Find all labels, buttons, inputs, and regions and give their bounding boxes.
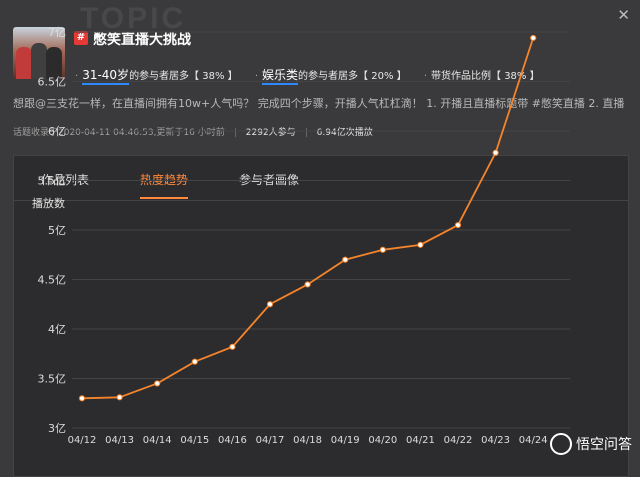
participant-stats: · 31-40岁的参与者居多【 38% 】 · 娱乐类的参与者居多【 20% 】 ·… bbox=[75, 66, 540, 85]
data-point bbox=[417, 241, 424, 248]
y-tick-label: 5亿 bbox=[48, 224, 66, 237]
stat-category: · 娱乐类的参与者居多【 20% 】 bbox=[255, 68, 407, 85]
participant-count: 2292人参与 bbox=[245, 128, 296, 138]
data-point bbox=[266, 301, 274, 308]
topic-cover-image bbox=[13, 27, 65, 79]
data-point bbox=[304, 281, 311, 288]
x-tick-label: 04/15 bbox=[180, 435, 209, 446]
x-tick-label: 04/14 bbox=[143, 435, 172, 446]
series-line bbox=[81, 37, 535, 400]
topic-meta: 话题收录于2020-04-11 04:46:53,更新于16 小时前 2292人参… bbox=[13, 125, 373, 138]
x-tick-label: 04/17 bbox=[256, 435, 285, 446]
y-tick-label: 6亿 bbox=[48, 125, 66, 138]
close-icon[interactable]: ✕ bbox=[617, 6, 630, 24]
x-tick-label: 04/23 bbox=[481, 435, 510, 446]
y-tick-label: 6.5亿 bbox=[38, 76, 67, 89]
y-tick-label: 3亿 bbox=[48, 422, 66, 435]
data-point bbox=[154, 380, 161, 387]
y-tick-label: 3.5亿 bbox=[38, 373, 67, 386]
y-axis-label: 播放数 bbox=[32, 196, 65, 210]
active-tab-underline bbox=[140, 197, 188, 199]
x-tick-label: 04/13 bbox=[105, 435, 134, 446]
play-count-trend-chart: 播放数 3亿 3.5亿 4亿 4.5亿 5亿 5.5亿 6亿 6.5亿 7亿 04/12 04/13 0… bbox=[32, 26, 570, 446]
tab-works-list[interactable]: 作品列表 bbox=[41, 173, 90, 187]
data-point bbox=[342, 256, 349, 263]
stat-commerce: · 带货作品比例【 38% 】 bbox=[423, 71, 540, 82]
stat-age: · 31-40岁的参与者居多【 38% 】 bbox=[75, 68, 238, 85]
x-tick-label: 04/21 bbox=[406, 435, 435, 446]
x-tick-label: 04/12 bbox=[68, 435, 97, 446]
x-tick-label: 04/24 bbox=[519, 435, 548, 446]
data-point bbox=[492, 149, 499, 156]
data-point bbox=[191, 358, 198, 365]
x-tick-label: 04/16 bbox=[218, 435, 247, 446]
topic-title: 憋笑直播大挑战 bbox=[93, 32, 191, 48]
y-tick-label: 4亿 bbox=[48, 323, 66, 336]
y-tick-label: 5.5亿 bbox=[38, 175, 67, 188]
data-point bbox=[530, 34, 537, 42]
x-tick-label: 04/19 bbox=[331, 435, 360, 446]
x-tick-label: 04/18 bbox=[293, 435, 322, 446]
y-tick-label: 4.5亿 bbox=[38, 274, 67, 287]
data-point bbox=[379, 246, 386, 253]
data-point bbox=[229, 343, 236, 350]
data-point bbox=[454, 221, 462, 229]
x-tick-label: 04/20 bbox=[368, 435, 397, 446]
topic-watermark: TOPIC bbox=[80, 2, 187, 35]
wukong-watermark-text: 悟空问答 bbox=[576, 437, 632, 453]
x-tick-label: 04/22 bbox=[444, 435, 473, 446]
wukong-watermark: 悟空问答 bbox=[550, 433, 632, 455]
hashtag-icon: # bbox=[74, 31, 88, 45]
topic-description: 想跟@三支花一样，在直播间拥有10w+人气吗？ 完成四个步骤，开播人气杠杠滴！ … bbox=[13, 97, 625, 110]
data-point bbox=[116, 394, 123, 401]
wukong-logo-icon bbox=[550, 433, 572, 455]
data-point bbox=[78, 395, 86, 402]
collected-time: 话题收录于2020-04-11 04:46:53,更新于16 小时前 bbox=[13, 128, 225, 138]
play-count: 6.94亿次播放 bbox=[316, 128, 373, 138]
y-tick-label: 7亿 bbox=[48, 26, 66, 39]
